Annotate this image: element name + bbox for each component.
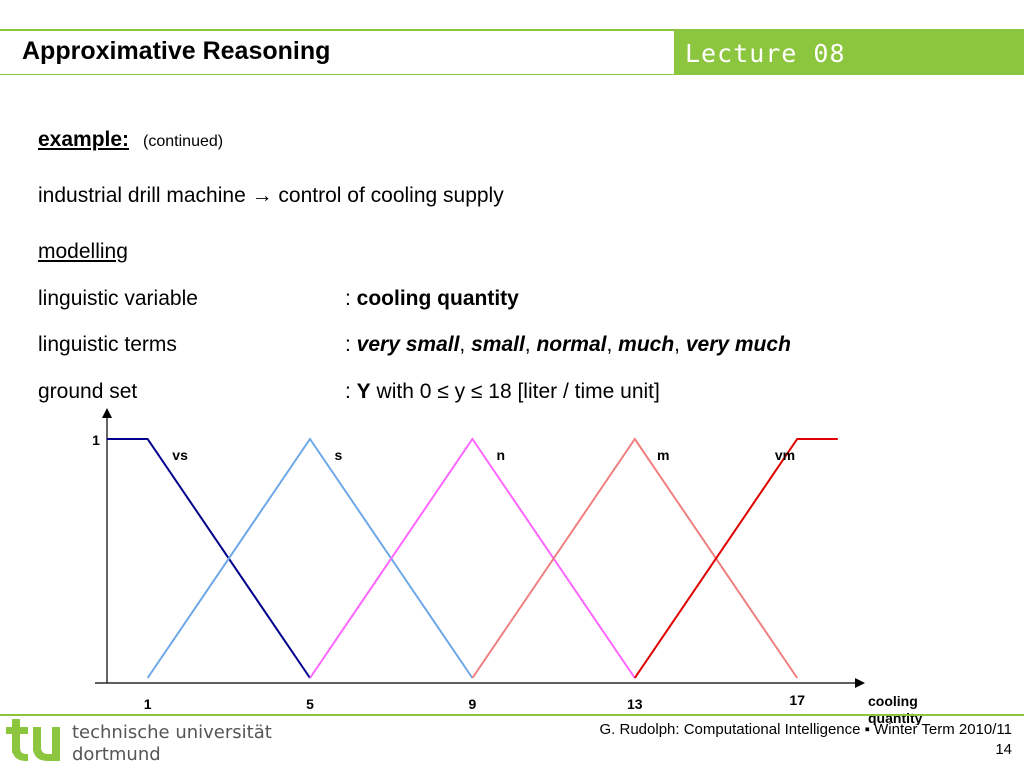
y-tick-label: 1 bbox=[92, 432, 100, 448]
series-layer bbox=[107, 437, 838, 679]
term-separator: , bbox=[674, 333, 686, 356]
modelling-label: modelling bbox=[38, 240, 128, 263]
x-tick-label: 9 bbox=[469, 696, 477, 712]
row-label-variable: linguistic variable bbox=[38, 287, 198, 310]
lecture-label: Lecture 08 bbox=[685, 39, 846, 68]
separator: : bbox=[345, 333, 357, 356]
series-label-vs: vs bbox=[172, 447, 188, 463]
top-accent-line bbox=[0, 29, 1024, 31]
row-value-ground-set: : Y with 0 ≤ y ≤ 18 [liter / time unit] bbox=[345, 380, 660, 404]
x-tick-label: 13 bbox=[627, 696, 643, 712]
series-label-n: n bbox=[497, 447, 506, 463]
lecture-badge: Lecture 08 bbox=[674, 31, 1024, 74]
set-description: with 0 ≤ y ≤ 18 [liter / time unit] bbox=[370, 380, 660, 403]
term-separator: , bbox=[459, 333, 472, 356]
row-label-terms: linguistic terms bbox=[38, 333, 177, 356]
series-line-n bbox=[309, 437, 636, 679]
intro-text: industrial drill machine → control of co… bbox=[38, 184, 504, 207]
series-label-s: s bbox=[335, 447, 343, 463]
term-very-much: very much bbox=[685, 333, 791, 356]
footer-credit: G. Rudolph: Computational Intelligence ▪… bbox=[600, 720, 1013, 760]
slide-title: Approximative Reasoning bbox=[22, 37, 331, 65]
term-separator: , bbox=[606, 333, 619, 356]
term-small: small bbox=[471, 333, 525, 356]
series-line-vs bbox=[107, 438, 311, 679]
series-label-vm: vm bbox=[775, 447, 795, 463]
term-much: much bbox=[618, 333, 675, 356]
term-separator: , bbox=[524, 333, 537, 356]
tu-logo-icon bbox=[6, 719, 60, 761]
term-very-small: very small bbox=[356, 333, 460, 356]
separator: : bbox=[345, 380, 357, 403]
series-label-m: m bbox=[657, 447, 669, 463]
example-heading: example: (continued) bbox=[38, 128, 223, 152]
row-label-ground-set: ground set bbox=[38, 380, 138, 403]
membership-chart: vs s n m vm 1 5 9 13 17 1 cooling quantity bbox=[92, 408, 923, 725]
label-layer: vs s n m vm 1 5 9 13 17 1 cooling quantity bbox=[92, 432, 923, 725]
x-tick-label: 17 bbox=[789, 692, 805, 708]
title-underline bbox=[0, 74, 1024, 75]
footer-line bbox=[0, 714, 1024, 716]
series-line-vm bbox=[633, 438, 838, 679]
row-value-variable: : cooling quantity bbox=[345, 287, 519, 311]
example-note: (continued) bbox=[143, 133, 224, 150]
university-line-1: technische universität bbox=[72, 722, 272, 743]
x-axis-label: cooling quantity bbox=[868, 693, 923, 725]
set-symbol: Y bbox=[356, 380, 371, 403]
example-label: example: bbox=[38, 128, 130, 151]
page-number: 14 bbox=[995, 741, 1012, 758]
university-line-2: dortmund bbox=[72, 744, 161, 765]
separator: : bbox=[345, 287, 357, 310]
row-value-terms: : very small, small, normal, much, very … bbox=[345, 333, 791, 357]
x-tick-label: 1 bbox=[144, 696, 152, 712]
series-line-s bbox=[146, 437, 474, 679]
variable-name: cooling quantity bbox=[356, 287, 519, 310]
x-tick-label: 5 bbox=[306, 696, 314, 712]
series-line-m bbox=[471, 437, 799, 679]
term-normal: normal bbox=[536, 333, 607, 356]
footer-credit-text: G. Rudolph: Computational Intelligence ▪… bbox=[599, 721, 1013, 738]
university-name: technische universität dortmund bbox=[72, 722, 272, 766]
